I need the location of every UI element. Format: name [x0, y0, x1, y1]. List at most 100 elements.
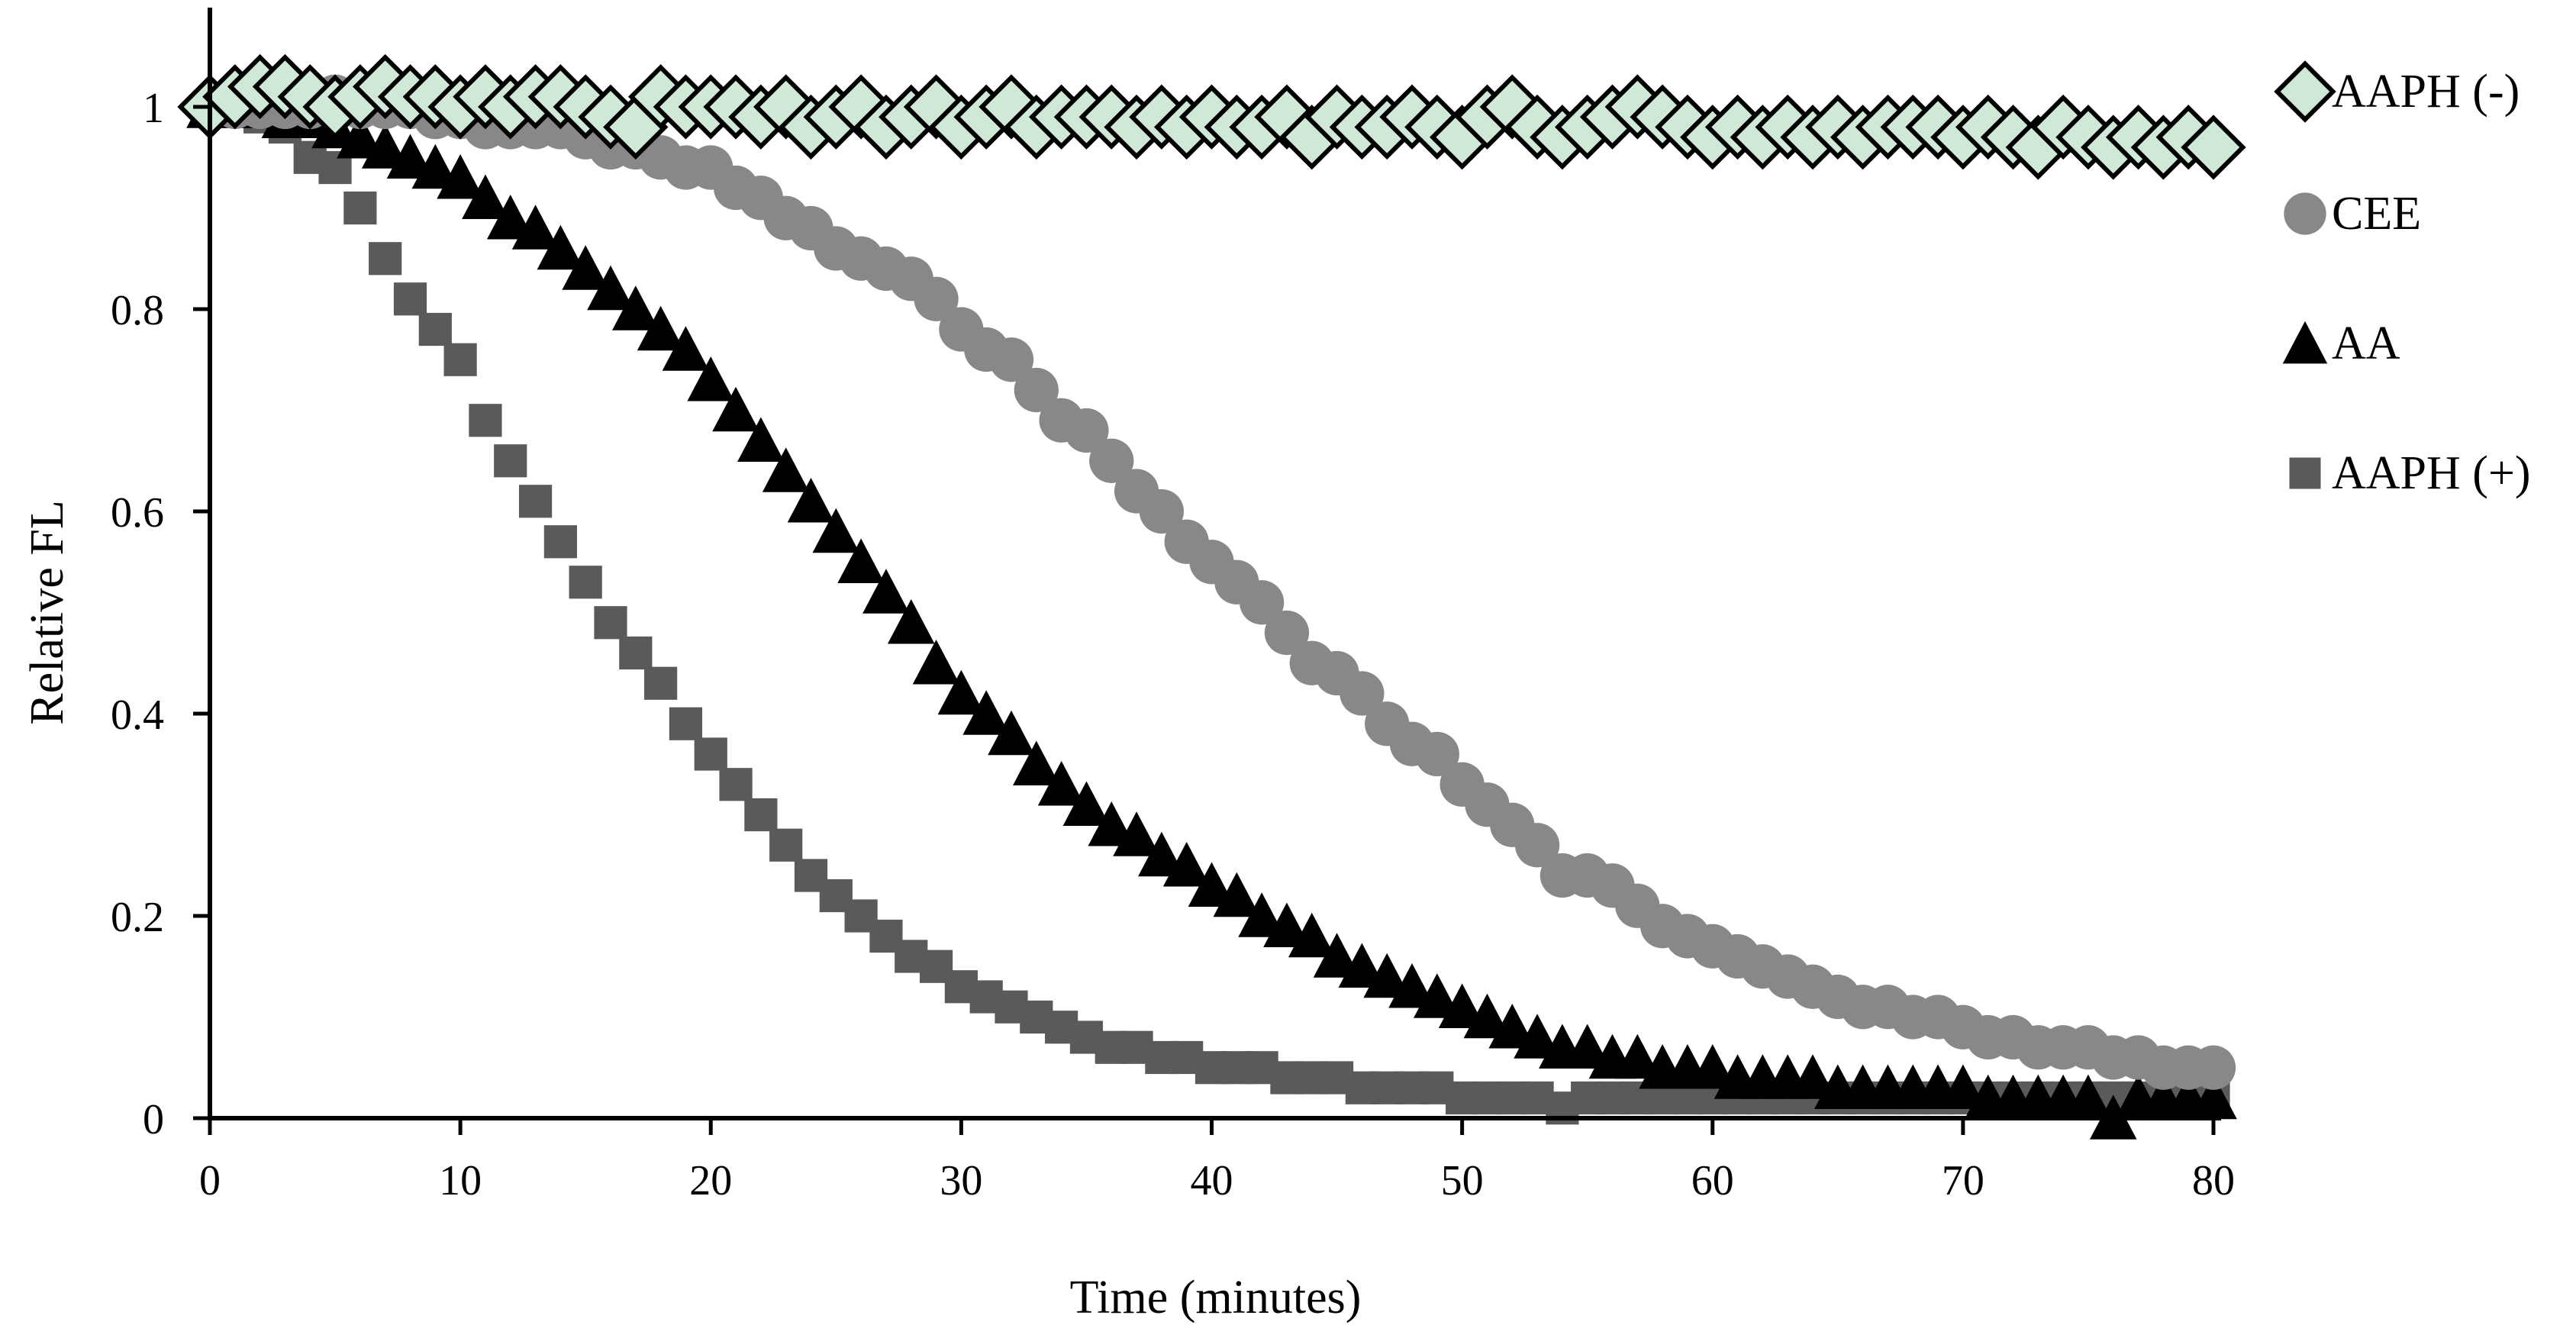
data-point — [462, 174, 509, 219]
data-point — [543, 525, 577, 559]
x-tick-label: 30 — [940, 1157, 982, 1204]
data-point — [2181, 114, 2246, 180]
x-tick-label: 60 — [1691, 1157, 1734, 1204]
y-axis-title: Relative FL — [21, 500, 73, 724]
data-point — [511, 205, 559, 250]
x-tick-label: 10 — [439, 1157, 482, 1204]
legend-item: CEE — [2284, 188, 2421, 240]
data-point — [1563, 1024, 1611, 1069]
data-point — [418, 312, 452, 347]
data-point — [762, 447, 810, 492]
data-point — [2065, 1074, 2112, 1120]
data-point — [1688, 1043, 1736, 1089]
data-point — [1089, 438, 1134, 483]
y-axis-ticks: 0 0.2 0.4 0.6 0.8 1 — [111, 85, 210, 1143]
data-point — [486, 194, 534, 240]
data-point — [769, 828, 803, 862]
data-point — [343, 191, 377, 225]
y-tick-label: 0.4 — [111, 692, 164, 739]
legend: AAPH (-) CEE AA AAPH (+) — [2274, 60, 2531, 499]
x-tick-label: 50 — [1441, 1157, 1484, 1204]
data-point — [1037, 760, 1085, 806]
data-point — [1013, 740, 1060, 785]
data-point — [1414, 731, 1459, 777]
data-point — [962, 690, 1010, 735]
data-point — [1088, 801, 1136, 846]
x-tick-label: 40 — [1191, 1157, 1233, 1204]
series-aaph — [177, 53, 2246, 180]
data-point — [887, 598, 935, 644]
data-point — [988, 337, 1034, 382]
data-point — [1313, 933, 1361, 978]
data-point — [1488, 1003, 1536, 1049]
data-point — [443, 343, 477, 376]
data-point — [1188, 862, 1236, 907]
data-point — [988, 710, 1035, 756]
data-point — [2190, 1074, 2237, 1120]
data-point — [411, 143, 459, 189]
data-point — [369, 242, 402, 276]
legend-marker — [2284, 192, 2326, 235]
data-point — [1062, 781, 1111, 826]
data-point — [612, 285, 659, 330]
data-point — [1463, 993, 1511, 1039]
legend-label: CEE — [2332, 188, 2421, 240]
data-point — [562, 245, 609, 290]
data-point — [719, 768, 753, 801]
x-axis-title: Time (minutes) — [1070, 1272, 1362, 1323]
data-point — [1113, 811, 1160, 856]
data-point — [1338, 943, 1386, 988]
data-point — [1939, 1064, 1987, 1109]
data-point — [2191, 1045, 2236, 1090]
data-point — [1388, 962, 1436, 1008]
y-tick-label: 0 — [143, 1096, 164, 1143]
data-point — [712, 386, 759, 432]
data-point — [1240, 580, 1285, 625]
data-point — [662, 326, 710, 371]
data-point — [518, 485, 553, 518]
data-point — [619, 636, 653, 670]
data-point — [1414, 973, 1461, 1018]
data-point — [1363, 953, 1411, 998]
data-point — [1614, 1033, 1662, 1079]
legend-item: AA — [2282, 318, 2400, 369]
data-point — [812, 508, 860, 553]
y-tick-label: 1 — [143, 85, 164, 132]
data-point — [837, 538, 885, 583]
data-point — [1514, 823, 1560, 868]
data-point — [912, 639, 960, 685]
data-point — [469, 404, 502, 437]
data-point — [437, 153, 484, 199]
data-point — [1514, 1014, 1561, 1059]
data-point — [1789, 1054, 1836, 1099]
y-tick-label: 0.2 — [111, 894, 164, 941]
data-point — [669, 707, 703, 740]
data-point — [737, 417, 785, 462]
data-point — [393, 282, 427, 316]
data-point — [1213, 872, 1261, 917]
data-point — [337, 113, 384, 159]
data-point — [1264, 610, 1310, 656]
data-point — [687, 356, 735, 401]
plot-area — [177, 53, 2246, 1140]
legend-label: AAPH (-) — [2332, 66, 2520, 118]
data-point — [1064, 408, 1109, 453]
data-point — [937, 669, 985, 715]
data-point — [494, 444, 527, 478]
data-point — [361, 124, 409, 169]
data-point — [1263, 902, 1311, 947]
legend-marker — [2289, 457, 2321, 489]
data-point — [569, 566, 602, 599]
data-point — [862, 569, 910, 614]
legend-label: AA — [2332, 318, 2400, 369]
x-tick-label: 20 — [689, 1157, 732, 1204]
data-point — [1288, 912, 1336, 958]
data-point — [1139, 488, 1184, 534]
legend-marker — [2282, 321, 2328, 364]
data-point — [386, 134, 434, 179]
data-point — [594, 606, 627, 640]
data-point — [537, 224, 585, 270]
x-tick-label: 0 — [199, 1157, 221, 1204]
y-tick-label: 0.6 — [111, 489, 164, 537]
